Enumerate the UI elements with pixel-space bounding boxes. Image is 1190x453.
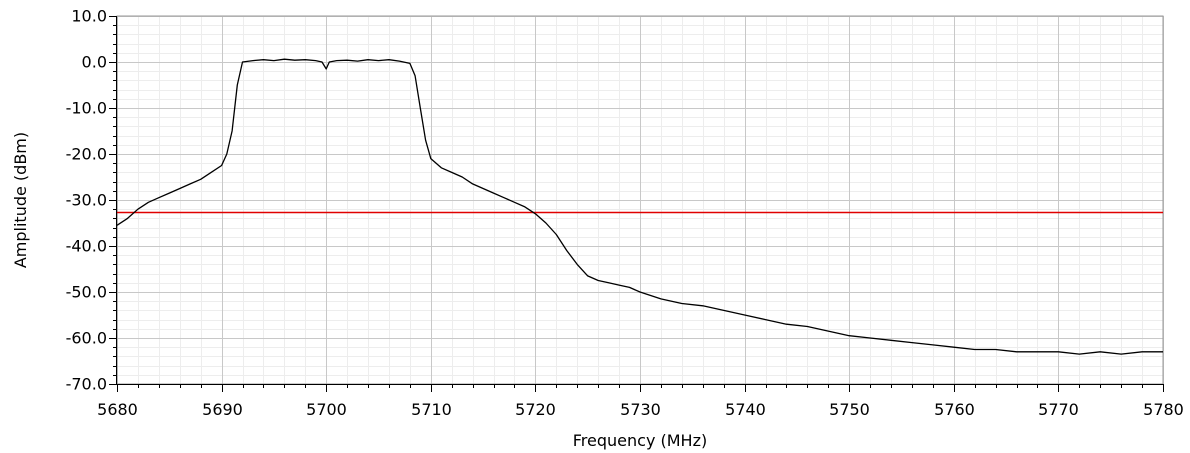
series-layer [116,58,1163,355]
x-tick-label: 5730 [620,400,661,419]
series-line-1 [116,58,1163,355]
y-tick-label: -40.0 [66,237,107,256]
y-tick-label: -70.0 [66,375,107,394]
x-tick-label: 5720 [515,400,556,419]
y-tick-label: -50.0 [66,283,107,302]
x-tick-label: 5750 [829,400,870,419]
y-tick-label: -60.0 [66,329,107,348]
y-tick-label: -30.0 [66,191,107,210]
x-tick-label: 5760 [934,400,975,419]
y-tick-label: -20.0 [66,145,107,164]
y-axis-title: Amplitude (dBm) [11,132,30,268]
y-tick-label: 0.0 [82,53,107,72]
x-axis-title: Frequency (MHz) [573,431,707,450]
x-tick-label: 5700 [306,400,347,419]
y-tick-label: -10.0 [66,99,107,118]
y-tick-label: 10.0 [71,7,107,26]
axes: 5680 5690 5700 5710 5720 5730 5740 5750 5760 5770… [66,7,1184,420]
x-tick-label: 5740 [725,400,766,419]
x-tick-label: 5770 [1038,400,1079,419]
x-tick-label: 5680 [97,400,138,419]
x-tick-label: 5780 [1143,400,1184,419]
grid [117,16,1164,385]
x-tick-label: 5690 [202,400,243,419]
x-tick-label: 5710 [411,400,452,419]
